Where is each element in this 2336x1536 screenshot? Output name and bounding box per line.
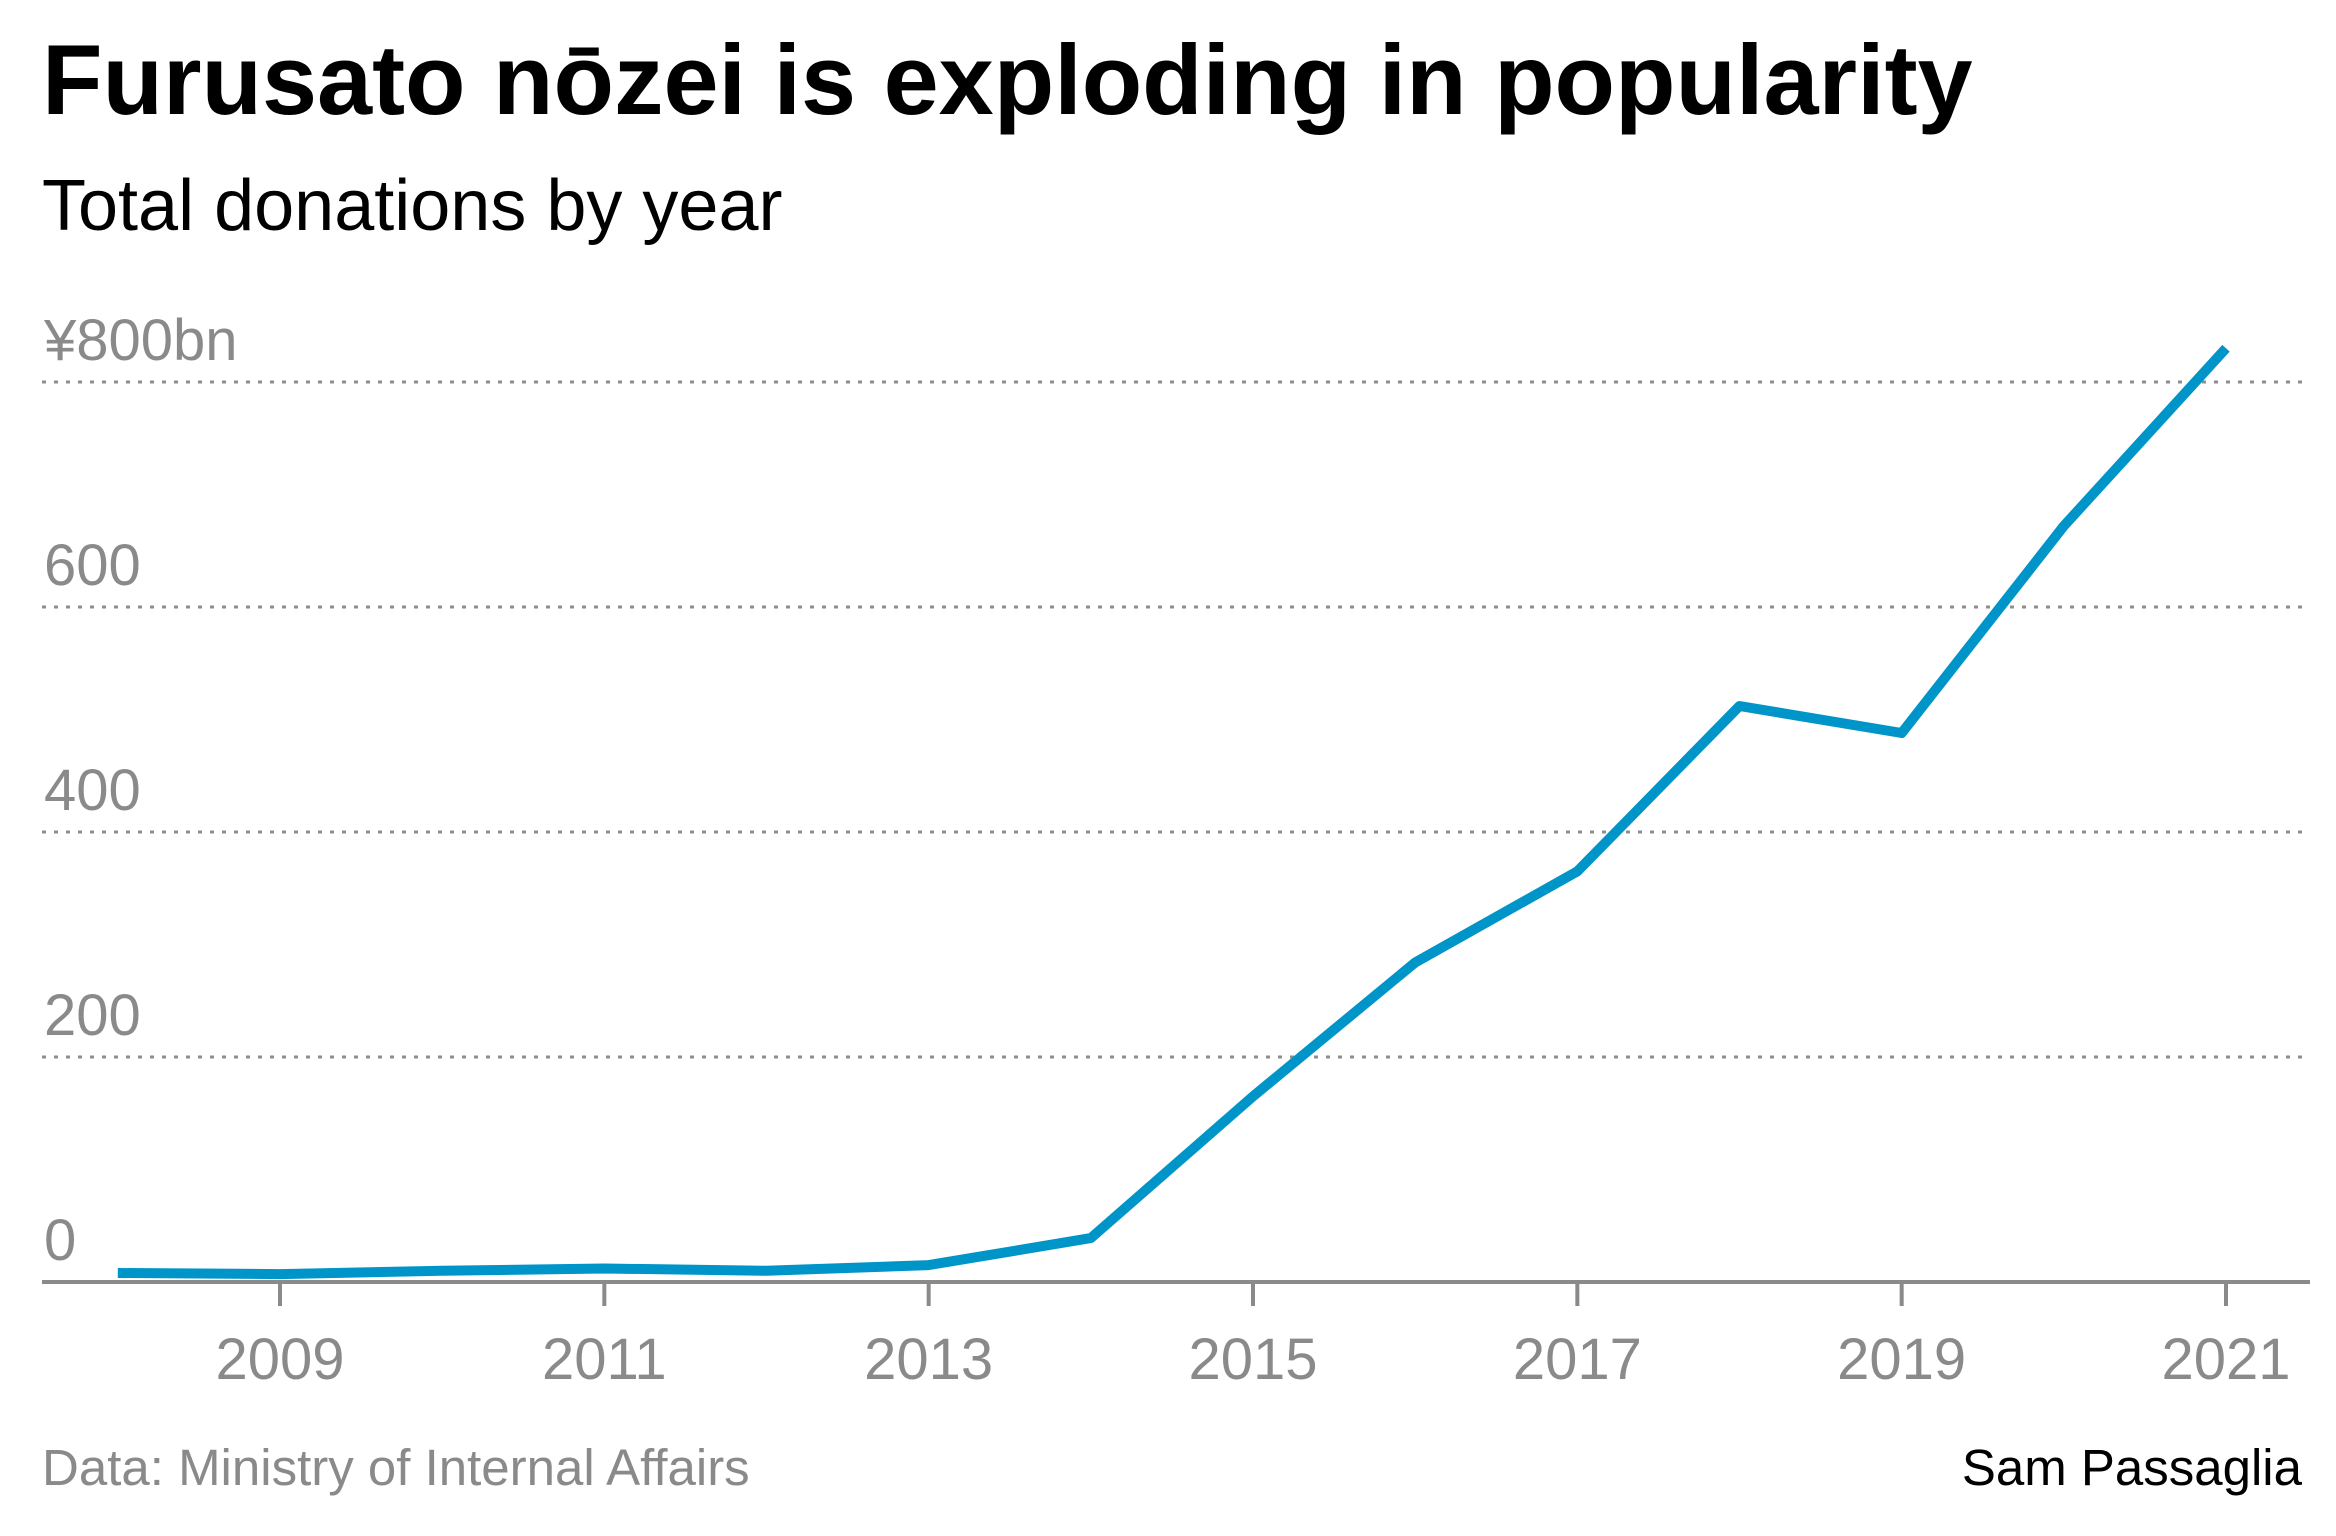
y-tick-label-800: ¥800bn bbox=[43, 308, 238, 373]
x-tick-label-2021: 2021 bbox=[2161, 1327, 2290, 1392]
x-tick-label-2017: 2017 bbox=[1513, 1327, 1642, 1392]
x-tick-label-2009: 2009 bbox=[215, 1327, 344, 1392]
y-tick-label-400: 400 bbox=[44, 758, 141, 823]
series-line-0 bbox=[117, 344, 2230, 1280]
x-tick-label-2015: 2015 bbox=[1188, 1327, 1317, 1392]
series-layer bbox=[117, 344, 2230, 1280]
y-axis-tick-labels: 0 200 400 600 ¥800bn bbox=[43, 308, 238, 1273]
x-tick-label-2019: 2019 bbox=[1837, 1327, 1966, 1392]
source-note: Data: Ministry of Internal Affairs bbox=[42, 1439, 750, 1496]
x-tick-label-2011: 2011 bbox=[542, 1327, 667, 1392]
author-credit: Sam Passaglia bbox=[1962, 1439, 2303, 1496]
gridlines bbox=[42, 380, 2310, 1059]
y-tick-label-600: 600 bbox=[44, 533, 141, 598]
x-axis: 2009 2011 2013 2015 2017 2019 2021 bbox=[42, 1280, 2310, 1392]
chart-title: Furusato nōzei is exploding in popularit… bbox=[42, 24, 1973, 135]
chart-subtitle: Total donations by year bbox=[42, 166, 782, 246]
x-tick-label-2013: 2013 bbox=[864, 1327, 993, 1392]
y-tick-label-0: 0 bbox=[44, 1208, 76, 1273]
y-tick-label-200: 200 bbox=[44, 983, 141, 1048]
